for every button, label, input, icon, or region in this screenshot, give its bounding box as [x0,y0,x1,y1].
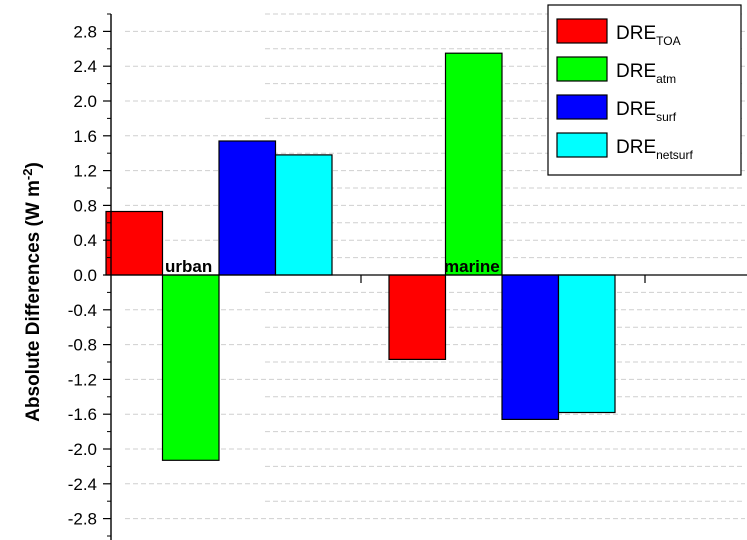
legend-label-main: DRE [616,99,656,120]
legend-label-netsurf: DREnetsurf [616,137,693,162]
y-tick-label: 0.8 [73,196,97,215]
bar-marine-atm [444,52,503,276]
legend-label-subscript: netsurf [656,148,693,162]
y-tick-label: 0.4 [73,231,97,250]
legend-label-surf: DREsurf [616,99,677,124]
legend-label-main: DRE [616,137,656,158]
y-tick-label: 2.0 [73,92,97,111]
legend-label-main: DRE [616,61,656,82]
y-tick-label: 0.0 [73,266,97,285]
bar-urban-TOA [105,210,164,276]
legend-swatch-atm [556,56,608,82]
legend-label-subscript: surf [656,110,677,124]
y-tick-label: -2.8 [68,510,97,529]
bars [105,52,616,461]
bar-urban-atm [161,274,220,461]
y-axis-label-sup: -2 [20,169,35,181]
y-axis-label-main: Absolute Differences (W m [23,180,44,422]
legend-swatch-TOA [556,18,608,44]
y-tick-label: 2.8 [73,22,97,41]
bar-marine-netsurf [557,274,616,414]
legend-label-TOA: DRETOA [616,23,681,48]
bar-marine-TOA [388,274,447,361]
y-tick-label: -2.0 [68,440,97,459]
y-tick-label: 1.2 [73,162,97,181]
legend-label-subscript: atm [656,72,676,86]
legend-swatch-surf [556,94,608,120]
y-tick-label: -0.8 [68,336,97,355]
legend-label-subscript: TOA [656,34,680,48]
y-tick-label: -1.2 [68,370,97,389]
y-tick-label: -2.4 [68,475,97,494]
axes [103,13,747,540]
legend-label-main: DRE [616,23,656,44]
bar-urban-surf [218,140,277,276]
y-tick-label: 1.6 [73,127,97,146]
legend-label-atm: DREatm [616,61,676,86]
y-tick-labels: 2.8 2.4 2.0 1.6 1.2 0.8 0.4 0.0 -0.4 -0.8 -1.2 -1.6… [68,22,97,528]
legend-swatch-netsurf [556,132,608,158]
y-tick-label: 2.4 [73,57,97,76]
y-tick-label: -1.6 [68,405,97,424]
bar-urban-netsurf [274,154,333,276]
category-label-marine: marine [444,257,500,276]
bar-marine-surf [501,274,560,420]
y-axis-label: Absolute Differences (W m-2) [20,162,44,422]
category-labels: urban marine [165,257,500,276]
y-axis-label-end: ) [23,162,44,168]
category-label-urban: urban [165,257,212,276]
y-tick-label: -0.4 [68,301,97,320]
